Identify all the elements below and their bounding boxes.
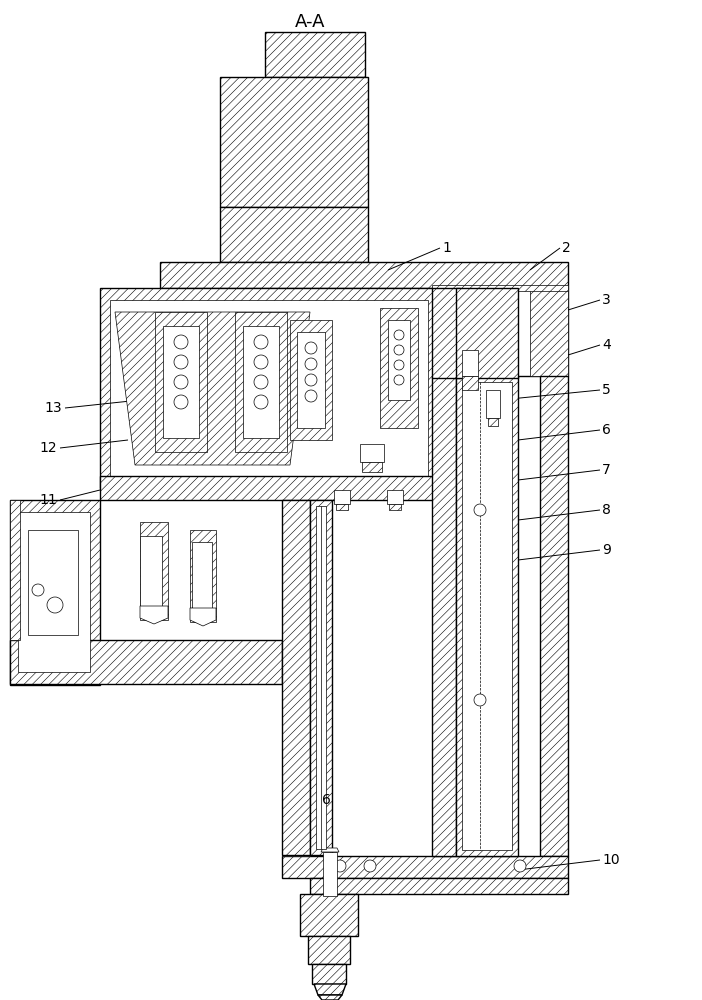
- Bar: [486, 390, 500, 418]
- Bar: [192, 542, 212, 608]
- Text: 7: 7: [602, 463, 611, 477]
- Bar: [456, 288, 518, 378]
- Text: 8: 8: [602, 503, 611, 517]
- Bar: [456, 376, 518, 856]
- Circle shape: [254, 355, 268, 369]
- Bar: [316, 506, 326, 849]
- Bar: [336, 504, 348, 510]
- Circle shape: [305, 374, 317, 386]
- Bar: [100, 288, 433, 488]
- Bar: [290, 320, 332, 440]
- Bar: [297, 332, 325, 428]
- Bar: [432, 288, 568, 376]
- Bar: [220, 207, 368, 262]
- Circle shape: [174, 395, 188, 409]
- Bar: [160, 262, 568, 288]
- Circle shape: [394, 375, 404, 385]
- Bar: [163, 326, 199, 438]
- Bar: [388, 320, 410, 400]
- Circle shape: [174, 355, 188, 369]
- Bar: [310, 500, 332, 855]
- Bar: [300, 894, 358, 936]
- Bar: [462, 382, 512, 850]
- Bar: [140, 536, 162, 606]
- Circle shape: [174, 335, 188, 349]
- Bar: [265, 32, 365, 77]
- Bar: [389, 504, 401, 510]
- Circle shape: [394, 360, 404, 370]
- Text: 10: 10: [602, 853, 620, 867]
- Bar: [387, 490, 403, 504]
- Bar: [310, 878, 568, 894]
- Bar: [282, 856, 568, 878]
- Bar: [100, 476, 433, 500]
- Circle shape: [305, 358, 317, 370]
- Polygon shape: [321, 848, 339, 852]
- Bar: [235, 312, 287, 452]
- Bar: [18, 512, 90, 672]
- Circle shape: [254, 395, 268, 409]
- Bar: [530, 288, 568, 376]
- Bar: [140, 522, 168, 620]
- Bar: [282, 500, 310, 856]
- Text: 13: 13: [44, 401, 62, 415]
- Text: 2: 2: [562, 241, 571, 255]
- Circle shape: [394, 345, 404, 355]
- Text: 6: 6: [602, 423, 611, 437]
- Bar: [282, 500, 310, 855]
- Bar: [323, 852, 337, 896]
- Polygon shape: [318, 995, 342, 1000]
- Bar: [312, 964, 346, 984]
- Circle shape: [254, 375, 268, 389]
- Text: 1: 1: [442, 241, 451, 255]
- Bar: [432, 285, 568, 291]
- Bar: [308, 936, 350, 964]
- Circle shape: [305, 390, 317, 402]
- Bar: [540, 376, 568, 856]
- Polygon shape: [140, 606, 168, 624]
- Bar: [155, 312, 207, 452]
- Bar: [10, 500, 20, 640]
- Circle shape: [334, 860, 346, 872]
- Polygon shape: [314, 984, 346, 995]
- Bar: [10, 500, 100, 685]
- Circle shape: [474, 504, 486, 516]
- Circle shape: [32, 584, 44, 596]
- Text: 11: 11: [39, 493, 57, 507]
- Circle shape: [364, 860, 376, 872]
- Bar: [432, 288, 460, 378]
- Text: 4: 4: [602, 338, 611, 352]
- Polygon shape: [190, 608, 216, 626]
- Bar: [432, 376, 456, 856]
- Circle shape: [514, 860, 526, 872]
- Bar: [360, 444, 384, 462]
- Bar: [380, 308, 418, 428]
- Bar: [110, 300, 428, 476]
- Bar: [243, 326, 279, 438]
- Bar: [462, 376, 478, 390]
- Text: 3: 3: [602, 293, 611, 307]
- Circle shape: [174, 375, 188, 389]
- Bar: [334, 490, 350, 504]
- Bar: [462, 350, 478, 376]
- Circle shape: [394, 330, 404, 340]
- Text: 9: 9: [602, 543, 611, 557]
- Text: A-A: A-A: [295, 13, 325, 31]
- Polygon shape: [115, 312, 310, 465]
- Text: 6: 6: [322, 793, 331, 807]
- Circle shape: [305, 342, 317, 354]
- Circle shape: [474, 694, 486, 706]
- Bar: [28, 530, 78, 635]
- Bar: [10, 640, 282, 684]
- Bar: [488, 418, 498, 426]
- Bar: [220, 77, 368, 207]
- Text: 12: 12: [39, 441, 57, 455]
- Circle shape: [254, 335, 268, 349]
- Bar: [190, 530, 216, 622]
- Bar: [362, 462, 382, 472]
- Text: 5: 5: [602, 383, 611, 397]
- Circle shape: [47, 597, 63, 613]
